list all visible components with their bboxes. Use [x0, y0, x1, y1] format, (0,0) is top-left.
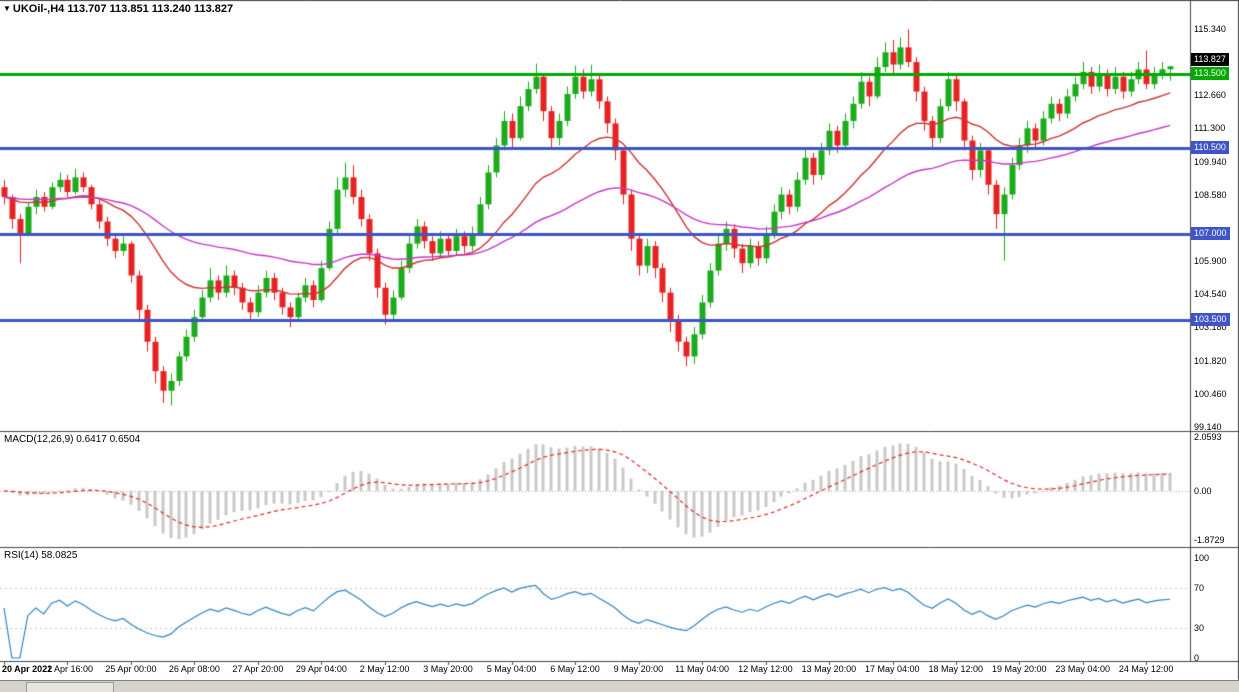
chart-canvas[interactable]: [0, 0, 1239, 692]
chart-window: { "header": { "arrow": "▼", "symbol_peri…: [0, 0, 1239, 692]
